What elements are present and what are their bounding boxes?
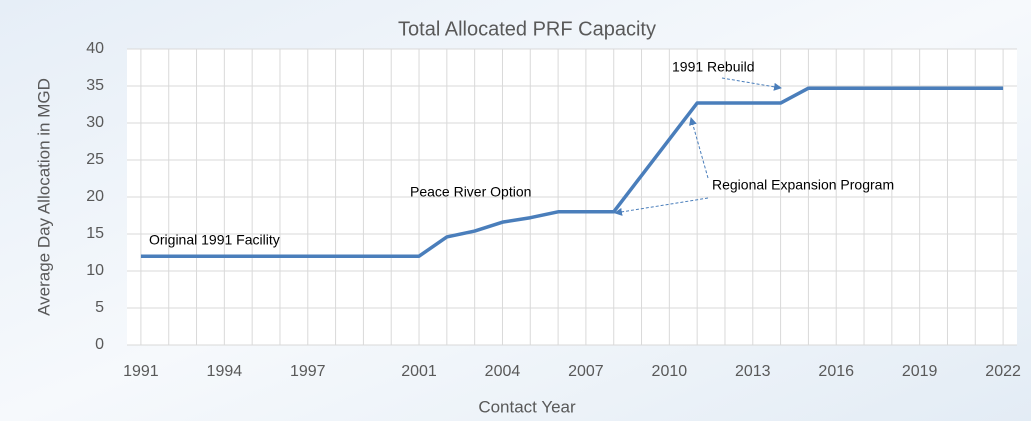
annotation-arrows: [614, 77, 782, 216]
annotation: 1991 Rebuild: [672, 59, 755, 75]
x-tick-label: 2001: [401, 363, 437, 380]
x-tick-label: 1997: [290, 363, 326, 380]
annotation: Peace River Option: [410, 184, 531, 200]
y-tick-label: 35: [86, 77, 104, 94]
x-tick-label: 1991: [123, 363, 159, 380]
x-axis-label: Contact Year: [478, 397, 576, 416]
x-tick-label: 2013: [735, 363, 771, 380]
y-tick-label: 5: [95, 299, 104, 316]
y-tick-label: 15: [86, 225, 104, 242]
x-tick-label: 2007: [568, 363, 604, 380]
x-tick-label: 2022: [985, 363, 1021, 380]
x-tick-label: 2004: [485, 363, 521, 380]
x-tick-label: 2016: [818, 363, 854, 380]
annotation: Original 1991 Facility: [149, 232, 280, 248]
y-tick-label: 0: [95, 336, 104, 353]
y-axis-label: Average Day Allocation in MGD: [34, 78, 53, 316]
chart-title: Total Allocated PRF Capacity: [398, 18, 656, 40]
y-tick-label: 30: [86, 114, 104, 131]
data-line: [140, 86, 1004, 258]
annotation: Regional Expansion Program: [712, 177, 894, 193]
y-tick-label: 25: [86, 151, 104, 168]
y-tick-label: 20: [86, 188, 104, 205]
x-tick-label: 2010: [652, 363, 688, 380]
y-tick-label: 40: [86, 40, 104, 57]
x-tick-label: 2019: [902, 363, 938, 380]
x-tick-label: 1994: [207, 363, 243, 380]
y-tick-label: 10: [86, 262, 104, 279]
